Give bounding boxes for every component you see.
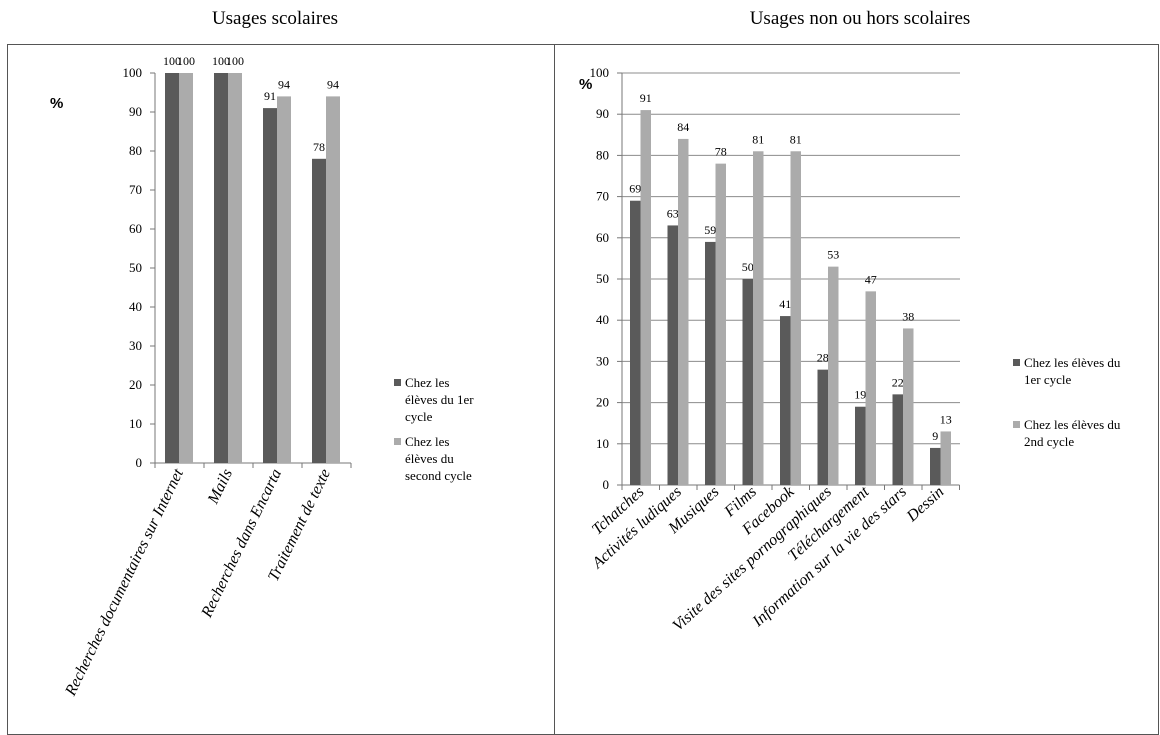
left-data-label: 100 — [212, 54, 230, 68]
right-bar-series1 — [817, 369, 828, 485]
right-y-tick-label: 50 — [596, 271, 609, 286]
right-bar-series2 — [753, 151, 764, 485]
left-legend-label: second cycle — [405, 468, 472, 483]
left-bar-series1 — [165, 73, 179, 463]
right-data-label: 38 — [902, 309, 914, 323]
left-y-tick-label: 20 — [129, 377, 142, 392]
right-data-label: 19 — [854, 388, 866, 402]
right-y-tick-label: 80 — [596, 147, 609, 162]
left-bar-series2 — [228, 73, 242, 463]
left-y-tick-label: 70 — [129, 182, 142, 197]
left-y-tick-label: 0 — [136, 455, 143, 470]
right-legend-swatch-series1 — [1013, 359, 1020, 366]
right-bar-series2 — [715, 163, 726, 485]
right-data-label: 69 — [629, 182, 641, 196]
right-bar-series1 — [892, 394, 903, 485]
right-data-label: 59 — [704, 223, 716, 237]
right-bar-series2 — [865, 291, 876, 485]
left-legend-swatch-series1 — [394, 379, 401, 386]
right-data-label: 63 — [667, 206, 679, 220]
right-data-label: 47 — [865, 272, 877, 286]
right-legend-label: Chez les élèves du — [1024, 417, 1121, 432]
left-y-tick-label: 90 — [129, 104, 142, 119]
right-bar-series1 — [742, 279, 753, 485]
right-y-tick-label: 100 — [590, 65, 610, 80]
right-data-label: 81 — [752, 132, 764, 146]
left-data-label: 100 — [226, 54, 244, 68]
right-data-label: 22 — [892, 375, 904, 389]
right-data-label: 84 — [677, 120, 689, 134]
right-data-label: 91 — [640, 91, 652, 105]
right-y-tick-label: 90 — [596, 106, 609, 121]
right-legend-label: Chez les élèves du — [1024, 355, 1121, 370]
right-data-label: 13 — [940, 412, 952, 426]
left-category-label: Recherches documentaires sur Internet — [62, 466, 187, 699]
left-y-tick-label: 30 — [129, 338, 142, 353]
right-bar-series1 — [855, 406, 866, 485]
left-data-label: 91 — [264, 89, 276, 103]
left-bar-series1 — [214, 73, 228, 463]
left-bar-series2 — [326, 96, 340, 464]
right-y-tick-label: 70 — [596, 189, 609, 204]
right-bar-series2 — [940, 431, 951, 485]
right-data-label: 81 — [790, 132, 802, 146]
right-bar-series2 — [828, 266, 839, 485]
left-bar-series2 — [277, 96, 291, 464]
right-bar-series1 — [667, 225, 678, 485]
right-y-axis-label: % — [579, 76, 592, 93]
left-data-label: 100 — [177, 54, 195, 68]
left-data-label: 100 — [163, 54, 181, 68]
right-data-label: 50 — [742, 260, 754, 274]
left-legend-label: Chez les — [405, 375, 449, 390]
right-y-tick-label: 60 — [596, 230, 609, 245]
right-data-label: 28 — [817, 351, 829, 365]
left-y-tick-label: 50 — [129, 260, 142, 275]
right-bar-series2 — [903, 328, 914, 485]
right-data-label: 9 — [932, 429, 938, 443]
right-data-label: 41 — [779, 297, 791, 311]
left-legend-label: Chez les — [405, 434, 449, 449]
left-chart-title: Usages scolaires — [211, 8, 339, 29]
right-legend-swatch-series2 — [1013, 421, 1020, 428]
right-category-label: Dessin — [903, 483, 947, 525]
right-legend-label: 2nd cycle — [1024, 434, 1074, 449]
left-y-axis-label: % — [50, 95, 63, 112]
right-y-tick-label: 20 — [596, 395, 609, 410]
left-y-tick-label: 80 — [129, 143, 142, 158]
left-y-tick-label: 10 — [129, 416, 142, 431]
right-bar-series1 — [705, 241, 716, 485]
right-y-tick-label: 40 — [596, 312, 609, 327]
right-bar-series1 — [780, 316, 791, 485]
right-data-label: 78 — [715, 145, 727, 159]
right-bar-series1 — [630, 200, 641, 485]
left-legend-swatch-series2 — [394, 438, 401, 445]
right-y-tick-label: 0 — [603, 477, 610, 492]
left-bar-series1 — [263, 108, 277, 463]
left-data-label: 78 — [313, 140, 325, 154]
left-bar-series2 — [179, 73, 193, 463]
left-data-label: 94 — [278, 77, 290, 91]
right-legend-label: 1er cycle — [1024, 372, 1072, 387]
right-bar-series2 — [790, 151, 801, 485]
left-data-label: 94 — [327, 77, 339, 91]
right-bar-series1 — [930, 447, 941, 485]
right-bar-series2 — [678, 138, 689, 486]
left-legend-label: élèves du 1er — [405, 392, 474, 407]
left-y-tick-label: 60 — [129, 221, 142, 236]
right-y-tick-label: 30 — [596, 353, 609, 368]
left-y-tick-label: 100 — [123, 65, 143, 80]
right-chart-title: Usages non ou hors scolaires — [749, 8, 971, 29]
left-legend-label: cycle — [405, 409, 433, 424]
left-bar-series1 — [312, 158, 326, 464]
left-y-tick-label: 40 — [129, 299, 142, 314]
left-legend-label: élèves du — [405, 451, 454, 466]
right-bar-series2 — [640, 110, 651, 485]
right-y-tick-label: 10 — [596, 436, 609, 451]
left-category-label: Mails — [204, 466, 236, 507]
right-data-label: 53 — [827, 248, 839, 262]
